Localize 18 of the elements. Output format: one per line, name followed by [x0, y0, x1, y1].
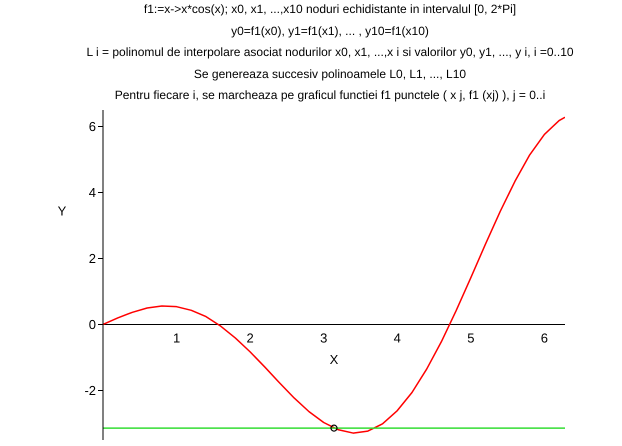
y-axis-title: Y [58, 204, 67, 219]
chart-subtitle: y0=f1(x0), y1=f1(x1), ... , y10=f1(x10) [230, 24, 430, 38]
x-axis-title: X [330, 352, 339, 368]
y-tick-label: 2 [88, 251, 96, 266]
x-tick-label: 5 [467, 330, 474, 346]
x-tick-label: 1 [172, 330, 180, 346]
chart-title: f1:=x->x*cos(x); x0, x1, ...,x10 noduri echidistante in intervalul [0, 2*Pi] [142, 2, 518, 16]
y-tick-label: 4 [88, 185, 96, 200]
text: L i = polinomul de interpolare asociat nodurilor x0, x1, ...,x i si valorilor y0, y1, ..., y i, i =0..10 [85, 45, 575, 59]
x-tick-label: 4 [394, 330, 401, 346]
y-tick-label: 6 [88, 119, 96, 134]
y-tick-label: -2 [84, 383, 96, 398]
x-tick-label: 3 [320, 330, 328, 346]
x-tick-label: 2 [246, 330, 254, 346]
y-tick-label: 0 [88, 317, 96, 332]
x-tick-label: 6 [540, 330, 548, 346]
text: Se genereaza succesiv polinoamele L0, L1, ..., L10 [192, 66, 468, 80]
text: Pentru fiecare i, se marcheaza pe graficul functiei f1 punctele ( x j, f1 (xj) ), j = 0..i [114, 88, 546, 102]
